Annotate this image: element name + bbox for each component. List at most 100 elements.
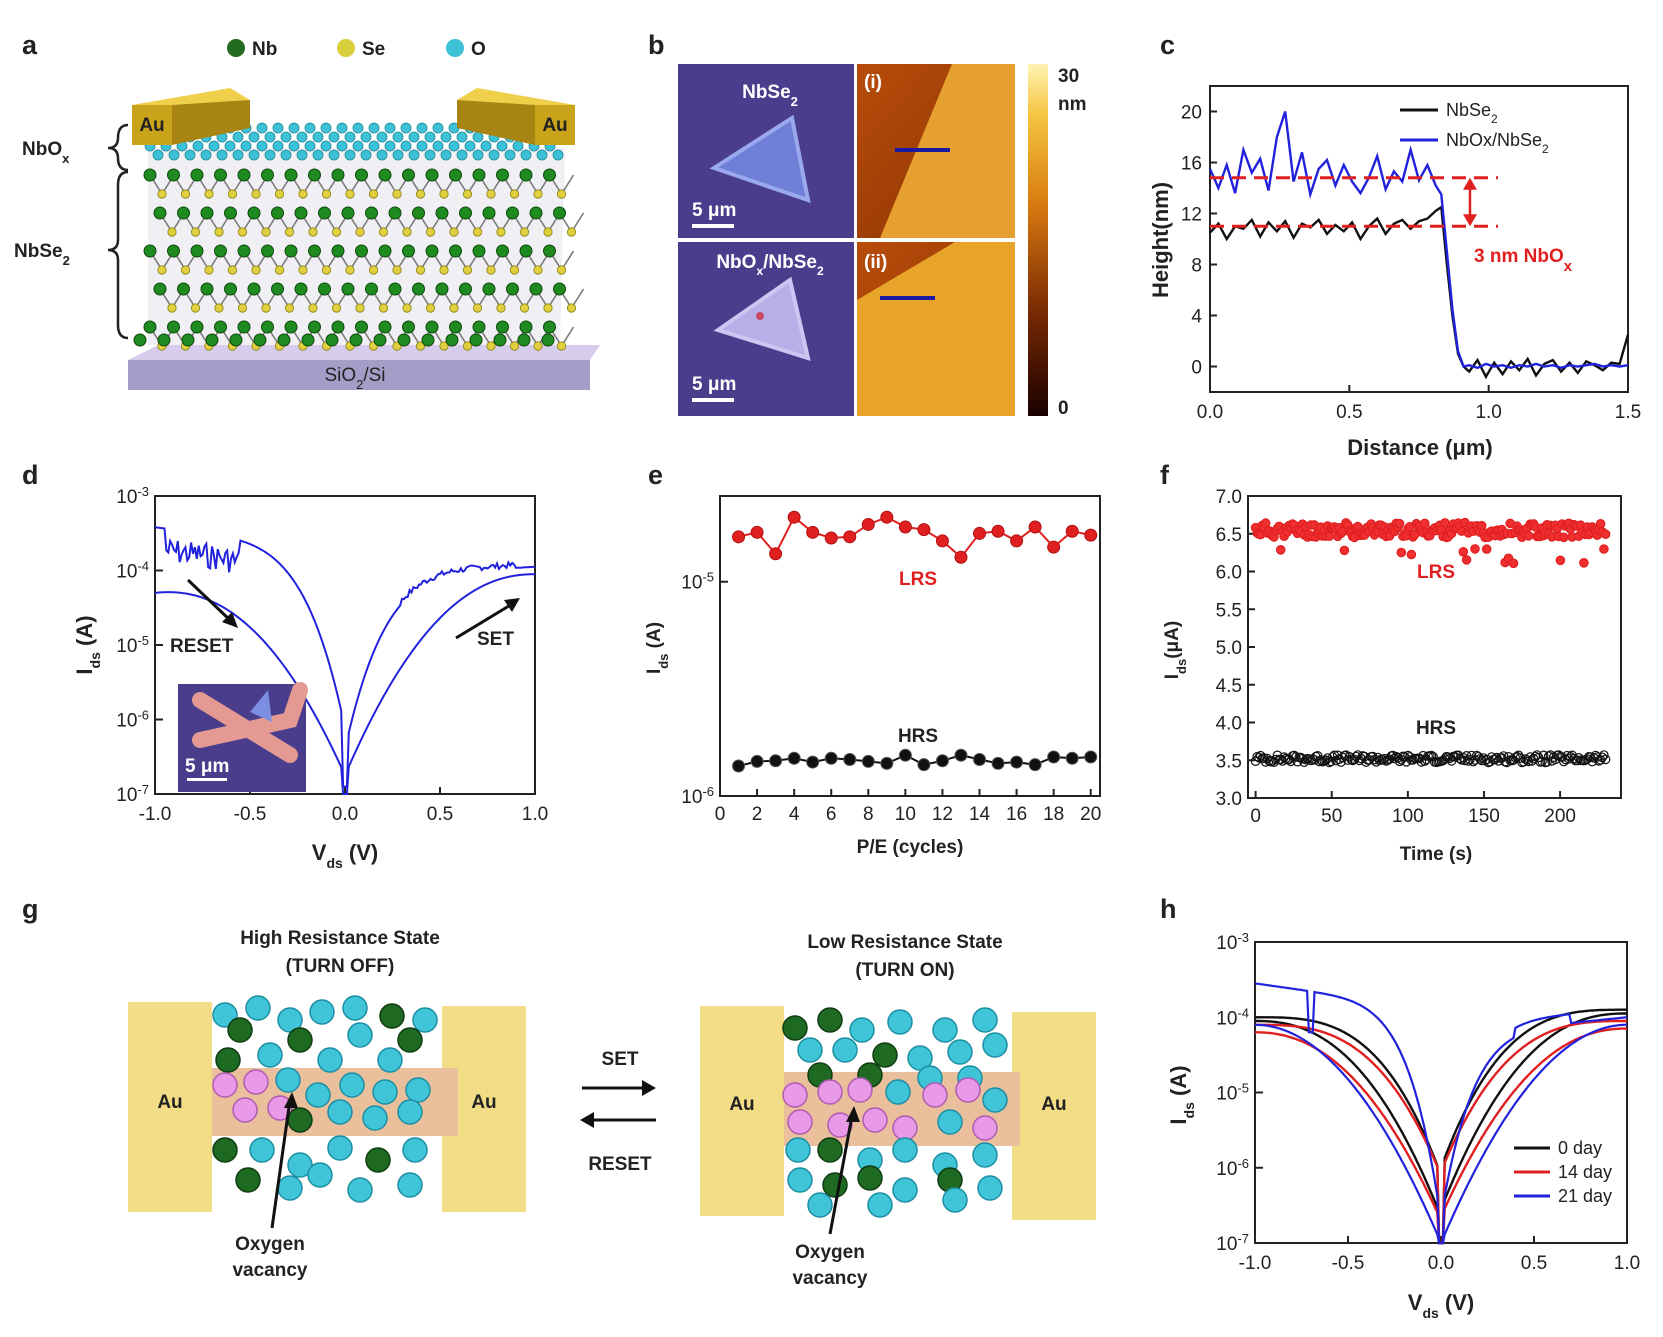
oxygen-atom xyxy=(867,1192,893,1218)
f-point-LRS xyxy=(1599,544,1609,554)
e-point-LRS xyxy=(1010,534,1024,548)
e-xtick-label: 8 xyxy=(863,804,874,825)
e-point-HRS xyxy=(973,753,987,767)
d-xtick-label: 1.0 xyxy=(522,804,548,825)
electrode-left-label: Au xyxy=(139,115,164,136)
nb-atom xyxy=(482,282,496,296)
e-point-LRS xyxy=(843,530,857,544)
plot-e-hrs-label: HRS xyxy=(898,726,938,747)
oxygen-atom xyxy=(347,1022,373,1048)
nb-atom xyxy=(355,244,368,258)
e-point-HRS xyxy=(769,754,783,768)
se-atom xyxy=(227,189,238,199)
nb-atom xyxy=(331,168,345,182)
se-atom xyxy=(321,265,332,275)
flake-bottom xyxy=(713,276,811,361)
nb-atom xyxy=(325,333,339,347)
f-ytick-label: 7.0 xyxy=(1216,487,1242,508)
niobium-atom xyxy=(235,1167,261,1193)
plot-e-lrs-label: LRS xyxy=(899,569,937,590)
o-atom xyxy=(208,140,220,152)
oxygen-atom xyxy=(327,1099,353,1125)
plot-c-legend: NbSe2 NbOx/NbSe2 xyxy=(1400,100,1549,156)
f-point-HRS xyxy=(1250,756,1261,766)
o-atom xyxy=(312,131,324,143)
f-point-HRS xyxy=(1463,756,1474,766)
se-atom xyxy=(402,303,412,313)
d-xtick-label: 0.0 xyxy=(332,804,358,825)
e-xtick-label: 16 xyxy=(1006,804,1027,825)
e-xtick-label: 0 xyxy=(715,804,726,825)
c-xtick-label: 1.0 xyxy=(1475,402,1501,423)
nb-atom xyxy=(388,282,402,296)
panel-c-label: c xyxy=(1160,30,1175,60)
c-ytick-label: 4 xyxy=(1191,307,1202,328)
panel-a: a Nb Se O SiO2/Si Au Au xyxy=(14,30,600,392)
inset-scale-label: 5 μm xyxy=(185,756,229,777)
nb-atom xyxy=(261,244,274,258)
e-point-HRS xyxy=(880,756,894,770)
scale-bar-top xyxy=(692,224,734,228)
se-atom xyxy=(472,303,483,313)
niobium-atom xyxy=(212,1137,238,1163)
e-point-HRS xyxy=(787,751,801,765)
legend-se-marker xyxy=(337,39,355,57)
plot-e-xlabel: P/E (cycles) xyxy=(857,837,964,858)
optical-top-label: NbSe2 xyxy=(742,82,798,109)
g-reset-label: RESET xyxy=(588,1154,652,1175)
vacancy-site xyxy=(232,1097,258,1123)
se-atom xyxy=(368,265,379,275)
se-atom xyxy=(519,303,530,313)
nb-atom xyxy=(543,168,556,182)
e-point-LRS xyxy=(1047,540,1061,554)
set-arrow xyxy=(455,602,513,640)
vacancy-site xyxy=(972,1115,998,1141)
substrate-label: SiO2/Si xyxy=(324,365,385,392)
f-point-HRS xyxy=(1471,750,1482,761)
d-ytick-label: 10-6 xyxy=(116,707,149,732)
se-atom xyxy=(415,341,426,351)
f-point-HRS xyxy=(1416,757,1427,767)
oxygen-atom xyxy=(377,1047,403,1073)
nb-atom xyxy=(365,282,378,296)
legend-nb: Nb xyxy=(252,39,277,60)
nb-atom xyxy=(153,282,167,296)
colorbar-min: 0 xyxy=(1058,398,1069,419)
o-atom xyxy=(344,131,356,143)
crystal-body xyxy=(148,148,565,345)
se-atom xyxy=(543,303,553,313)
o-atom xyxy=(440,149,452,161)
f-point-HRS xyxy=(1599,750,1609,760)
vacancy-site xyxy=(782,1082,808,1108)
oxygen-atom xyxy=(317,1047,343,1073)
nb-atom xyxy=(493,333,507,347)
g-set-label: SET xyxy=(602,1049,639,1070)
se-atom xyxy=(190,303,201,313)
oxygen-atom xyxy=(932,1017,958,1043)
nb-atom xyxy=(378,168,392,182)
f-xtick-label: 200 xyxy=(1544,806,1576,827)
f-point-HRS xyxy=(1304,754,1314,764)
lrs-au-left: Au xyxy=(729,1094,754,1115)
se-atom xyxy=(472,227,483,237)
se-atom xyxy=(355,227,365,237)
legend-c-nbse2: NbSe2 xyxy=(1446,100,1498,126)
nb-atom xyxy=(435,282,449,296)
g-reset-arrowhead xyxy=(580,1112,594,1128)
f-point-LRS xyxy=(1600,529,1611,539)
nb-atom xyxy=(355,320,368,334)
panel-b-label: b xyxy=(648,30,665,60)
nb-atom xyxy=(237,168,251,182)
e-point-HRS xyxy=(1084,750,1098,764)
vacancy-site xyxy=(955,1077,981,1103)
e-point-HRS xyxy=(898,748,912,762)
nb-atom xyxy=(153,206,167,220)
f-point-HRS xyxy=(1401,756,1412,767)
vacancy-site xyxy=(212,1072,238,1098)
c-thickness-arrowhead-bottom xyxy=(1463,214,1477,227)
nb-atom xyxy=(190,320,204,334)
se-atom xyxy=(462,189,473,199)
f-point-LRS xyxy=(1324,531,1335,541)
f-point-HRS xyxy=(1264,755,1274,766)
oxygen-atom xyxy=(257,1042,283,1068)
